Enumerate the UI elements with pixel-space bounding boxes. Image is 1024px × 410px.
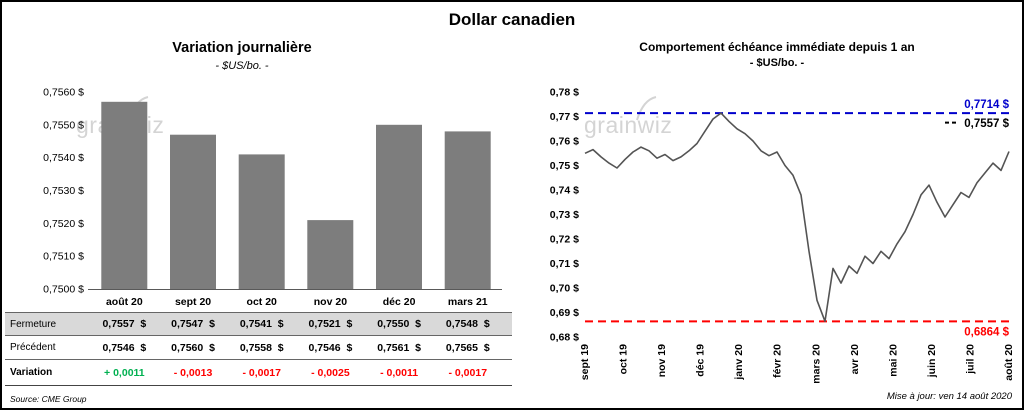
last-price-label: 0,7557 $ [964, 118, 1009, 130]
line-y-tick-label: 0,78 $ [550, 87, 579, 99]
close-value: 0,7547 $ [171, 318, 215, 330]
right-chart-subtitle: - $US/bo. - [749, 57, 805, 69]
values-table: août 20 sept 20 oct 20 nov 20 déc 20 mars 21 F… [5, 291, 512, 386]
bar [444, 131, 491, 289]
close-row: Fermeture 0,7557 $ 0,7547 $ 0,7541 $ 0,7521 … [5, 312, 512, 336]
close-value: 0,7541 $ [239, 318, 284, 330]
bar [170, 134, 216, 289]
left-chart-subtitle: - $US/bo. - [215, 60, 269, 72]
bar-y-tick-label: 0,7560 $ [43, 87, 84, 99]
close-value: 0,7557 $ [102, 318, 147, 330]
update-date-note: Mise à jour: ven 14 août 2020 [886, 391, 1012, 402]
line-y-tick-label: 0,76 $ [550, 136, 579, 148]
page-title: Dollar canadien [448, 10, 576, 29]
line-x-tick-label: janv 20 [733, 344, 745, 381]
bar [307, 220, 354, 289]
line-x-tick-label: sept 19 [579, 344, 591, 380]
watermark-text: grainwiz [584, 112, 673, 138]
variation-value: + 0,0011 [104, 366, 145, 379]
month-header-row: août 20 sept 20 oct 20 nov 20 déc 20 mars 21 [5, 291, 512, 312]
price-line [584, 112, 1010, 323]
line-x-tick-label: févr 20 [772, 344, 784, 378]
left-chart-title: Variation journalière [172, 40, 312, 56]
bar [101, 101, 148, 289]
variation-value: - 0,0011 [380, 366, 419, 379]
row-label: Précédent [10, 342, 56, 353]
previous-value: 0,7561 $ [377, 341, 421, 354]
line-x-tick-label: mai 20 [887, 344, 899, 377]
month-label: août 20 [105, 295, 143, 308]
line-x-tick-label: mars 20 [810, 344, 822, 384]
month-label: oct 20 [246, 295, 277, 308]
line-y-tick-label: 0,74 $ [550, 185, 579, 197]
close-value: 0,7550 $ [377, 318, 421, 330]
line-y-tick-label: 0,69 $ [550, 307, 579, 319]
line-y-tick-label: 0,77 $ [550, 111, 579, 123]
bar-y-tick-label: 0,7510 $ [43, 251, 84, 263]
row-label: Variation [10, 367, 53, 378]
bar-y-tick-label: 0,7530 $ [43, 185, 84, 197]
line-x-tick-label: déc 19 [695, 344, 707, 377]
month-label: nov 20 [313, 295, 348, 308]
line-x-tick-label: oct 19 [618, 344, 630, 375]
bar [238, 154, 285, 289]
bar-y-tick-label: 0,7550 $ [43, 119, 84, 131]
month-label: déc 20 [382, 295, 416, 308]
variation-value: - 0,0017 [242, 366, 281, 379]
variation-value: - 0,0013 [173, 366, 213, 379]
previous-value: 0,7560 $ [171, 341, 215, 354]
close-value: 0,7548 $ [445, 318, 490, 330]
watermark-grainwiz: grainwiz [584, 96, 673, 139]
source-note: Source: CME Group [10, 394, 87, 404]
line-y-tick-label: 0,73 $ [550, 209, 579, 221]
month-label: mars 21 [447, 295, 488, 308]
line-chart: 0,68 $ 0,69 $ 0,70 $ 0,71 $ 0,72 $ 0,73 $ 0,74… [550, 87, 1015, 384]
line-y-tick-label: 0,70 $ [550, 283, 579, 295]
watermark-sprout-icon [636, 96, 657, 121]
line-y-tick-label: 0,71 $ [550, 258, 579, 270]
row-label: Fermeture [10, 318, 57, 330]
bar [376, 124, 422, 289]
line-x-tick-label: nov 19 [656, 344, 668, 377]
close-value: 0,7521 $ [308, 318, 353, 330]
line-x-tick-label: avr 20 [849, 344, 861, 375]
line-x-tick-label: juin 20 [926, 344, 938, 378]
variation-value: - 0,0017 [448, 366, 488, 379]
line-x-tick-label: août 20 [1003, 344, 1015, 381]
variation-value: - 0,0025 [311, 366, 350, 379]
bar-y-tick-label: 0,7500 $ [43, 284, 84, 295]
previous-row: Précédent 0,7546 $ 0,7560 $ 0,7558 $ 0,7546 … [5, 336, 512, 360]
previous-value: 0,7546 $ [308, 341, 353, 354]
previous-value: 0,7546 $ [102, 341, 147, 354]
bar-chart: 0,7500 $ 0,7510 $ 0,7520 $ 0,7530 $ 0,7540 $… [43, 87, 502, 295]
right-chart-title: Comportement échéance immédiate depuis 1… [639, 40, 915, 54]
high-reference-label: 0,7714 $ [964, 99, 1009, 111]
line-y-tick-label: 0,75 $ [550, 160, 579, 172]
variation-row: Variation + 0,0011 - 0,0013 - 0,0017 - 0,002… [5, 360, 512, 386]
previous-value: 0,7565 $ [445, 341, 490, 354]
bar-y-tick-label: 0,7540 $ [43, 152, 84, 164]
line-y-tick-label: 0,72 $ [550, 234, 579, 246]
low-reference-label: 0,6864 $ [964, 326, 1009, 338]
bar-y-tick-label: 0,7520 $ [43, 218, 84, 230]
month-label: sept 20 [174, 295, 212, 308]
line-x-tick-label: juil 20 [964, 344, 976, 375]
previous-value: 0,7558 $ [239, 341, 284, 354]
line-y-tick-label: 0,68 $ [550, 332, 579, 344]
